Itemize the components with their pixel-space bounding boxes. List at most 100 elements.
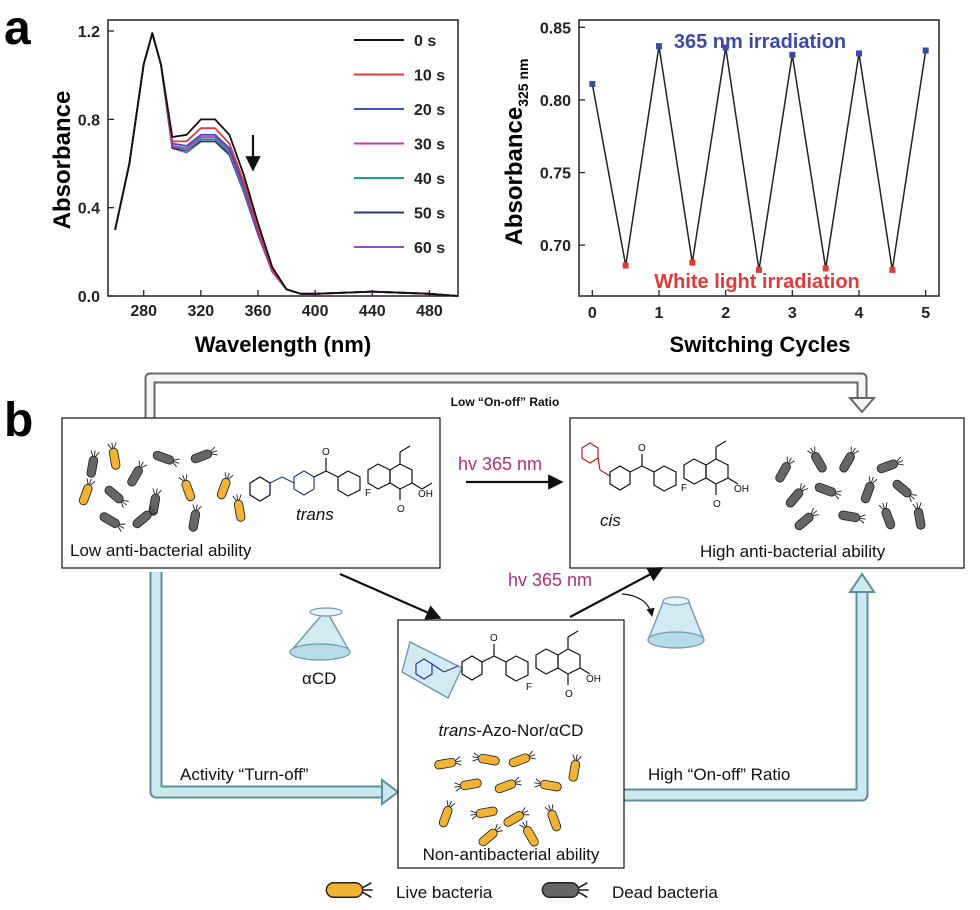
panel-letter-a: a (4, 2, 31, 55)
top-arrow-label: Low “On-off” Ratio (451, 395, 560, 409)
spectrum-line-10s (114, 32, 459, 297)
trans-azo-nor-structure (249, 445, 433, 502)
left-isomer-label: trans (296, 505, 334, 524)
chart1-x-tick-label: 440 (359, 303, 386, 320)
chart1-x-tick-label: 400 (302, 303, 329, 320)
switching-cycles-chart: 0 1 2 3 4 5 0.70 0.75 0.80 0.85 365 nm irradiati… (501, 19, 940, 357)
spectrum-line-30s (114, 32, 459, 297)
chart2-x-tick-label: 1 (655, 305, 664, 322)
spectrum-line-0s (114, 32, 459, 297)
complex-structure (401, 630, 591, 699)
annotation-365nm: 365 nm irradiation (674, 31, 846, 53)
cis-hydroxyl-label: OH (734, 484, 749, 495)
complex-label-italic: trans (439, 721, 477, 740)
point-365nm (856, 50, 862, 57)
legend-label-20s: 20 s (414, 102, 445, 119)
chart1-y-tick-label: 1.2 (78, 24, 100, 41)
trans-fluorine-label: F (365, 488, 371, 499)
chart2-y-axis-sub: 325 nm (515, 59, 531, 107)
point-365nm (922, 47, 929, 54)
live-bacteria-label: Live bacteria (396, 883, 493, 902)
hv-bottom-label: hv 365 nm (508, 570, 592, 590)
left-box (61, 417, 441, 569)
chart2-y-tick-label: 0.85 (540, 20, 571, 37)
spectrum-line-50s (114, 32, 459, 297)
chart1-y-tick-label: 0.0 (78, 289, 100, 306)
legend-label-30s: 30 s (414, 137, 445, 154)
trans-oxygen-label: O (322, 447, 330, 458)
live-bacteria-icon (325, 881, 374, 899)
chart2-y-tick-label: 0.75 (540, 166, 571, 183)
chart2-x-tick-label: 3 (788, 305, 797, 322)
chart1-y-axis-label: Absorbance (49, 91, 76, 230)
activity-turn-off-arrow (149, 572, 400, 806)
chart1-x-axis-label: Wavelength (nm) (195, 332, 371, 357)
chart1-x-tick-label: 480 (416, 303, 443, 320)
right-isomer-label: cis (600, 511, 621, 530)
complex-label-rest: -Azo-Nor/αCD (476, 721, 583, 740)
right-box-label: High anti-bacterial ability (700, 542, 886, 561)
alpha-cd-cup-left (288, 607, 351, 661)
bottom-box-label: Non-antibacterial ability (423, 845, 600, 864)
chart2-y-tick-label: 0.70 (540, 238, 571, 255)
uv-vis-spectra-chart: 280 320 360 400 440 480 0.0 0.4 0.8 1.2 0 s 10 s 2… (49, 19, 459, 357)
alpha-cd-cup-right (647, 596, 705, 649)
legend-label-40s: 40 s (414, 171, 445, 188)
alpha-cd-label: αCD (302, 669, 336, 688)
complex-oxygen-label: O (490, 633, 498, 644)
spectrum-line-20s (114, 32, 459, 297)
chart2-x-tick-label: 5 (921, 305, 930, 322)
cis-fluorine-label: F (681, 483, 687, 494)
left-box-label: Low anti-bacterial ability (70, 541, 252, 560)
trans-hydroxyl-label: OH (418, 489, 433, 500)
high-on-off-arrow (624, 572, 876, 802)
switching-line (591, 45, 927, 271)
complex-to-cis-arrow (569, 567, 664, 618)
spectrum-line-60s (114, 32, 459, 297)
chart1-x-tick-label: 360 (245, 303, 272, 320)
chart2-x-tick-label: 4 (855, 305, 864, 322)
point-white-light (622, 262, 629, 269)
point-white-light (889, 266, 896, 273)
cis-azo-nor-structure (581, 440, 739, 495)
cis-keto-oxygen-label: O (713, 499, 721, 510)
bacteria-legend: Live bacteria Dead bacteria (325, 881, 718, 902)
complex-hydroxyl-label: OH (586, 674, 601, 685)
right-arrow-label: High “On-off” Ratio (648, 765, 790, 784)
point-white-light (756, 266, 762, 273)
chart2-x-axis-label: Switching Cycles (670, 332, 851, 357)
chart2-x-tick-label: 0 (588, 305, 597, 322)
annotation-white-light: White light irradiation (654, 271, 860, 293)
chart1-y-tick-label: 0.4 (78, 201, 100, 218)
trans-to-complex-arrow (339, 572, 442, 620)
complex-label: trans-Azo-Nor/αCD (439, 721, 584, 740)
dead-bacteria-icon (541, 881, 590, 899)
complex-keto-oxygen-label: O (565, 689, 573, 700)
right-box (569, 417, 965, 569)
top-loop-arrow (144, 372, 877, 418)
cis-oxygen-label: O (638, 443, 646, 454)
legend-label-10s: 10 s (414, 68, 445, 85)
chart1-x-tick-label: 280 (130, 303, 157, 320)
chart1-y-tick-label: 0.8 (78, 112, 100, 129)
point-white-light (689, 259, 696, 266)
legend-label-50s: 50 s (414, 206, 445, 223)
spectrum-line-40s (114, 32, 459, 297)
legend-label-60s: 60 s (414, 240, 445, 257)
hv-top-label: hv 365 nm (458, 454, 542, 474)
point-365nm (789, 51, 796, 58)
left-arrow-label: Activity “Turn-off” (180, 765, 309, 784)
point-365nm (722, 44, 729, 51)
chart1-frame (107, 19, 459, 297)
chart2-y-axis-label: Absorbance325 nm (501, 59, 531, 246)
dead-bacteria-label: Dead bacteria (612, 883, 718, 902)
cd-release-arrow (621, 593, 655, 617)
complex-fluorine-label: F (526, 682, 532, 693)
legend-label-0s: 0 s (414, 33, 436, 50)
chart1-x-tick-label: 320 (188, 303, 215, 320)
point-365nm (656, 43, 662, 50)
point-white-light (822, 265, 829, 272)
trans-keto-oxygen-label: O (397, 504, 405, 515)
panel-letter-b: b (4, 394, 33, 447)
